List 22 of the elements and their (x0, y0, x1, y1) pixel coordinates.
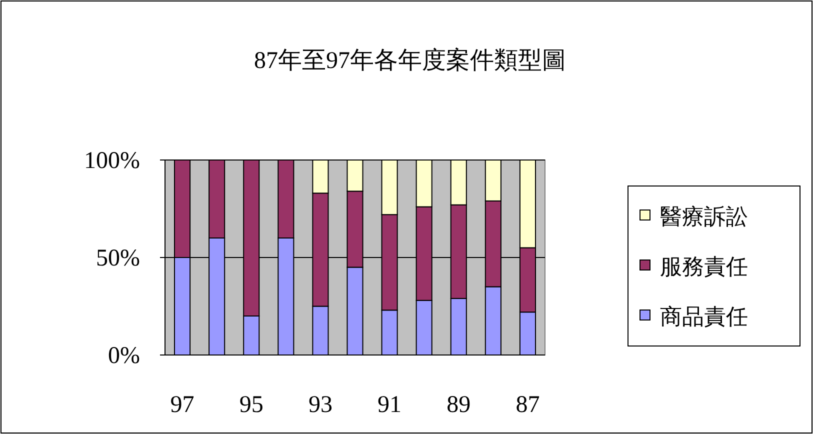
bar (243, 316, 260, 356)
legend-label: 服務責任 (660, 254, 748, 279)
y-tick-label: 100% (84, 148, 140, 174)
x-tick-label: 97 (170, 392, 194, 418)
bar (416, 300, 432, 356)
x-tick-label: 89 (446, 392, 471, 418)
y-tick-label: 50% (96, 246, 140, 272)
legend-label: 醫療訴訟 (660, 204, 748, 229)
bar (381, 310, 398, 356)
x-tick-label: 95 (239, 392, 264, 418)
x-tick-label: 91 (378, 392, 402, 418)
bar (312, 306, 329, 356)
bar (484, 286, 502, 356)
x-tick-label: 93 (308, 392, 332, 418)
bar (174, 257, 191, 356)
x-tick-label: 87 (516, 392, 540, 418)
bar (519, 312, 536, 356)
bar (450, 298, 467, 356)
y-tick-label: 0% (108, 343, 140, 369)
chart-title: 87年至97年各年度案件類型圖 (254, 47, 566, 74)
bar (346, 266, 364, 356)
legend-label: 商品責任 (660, 304, 748, 329)
